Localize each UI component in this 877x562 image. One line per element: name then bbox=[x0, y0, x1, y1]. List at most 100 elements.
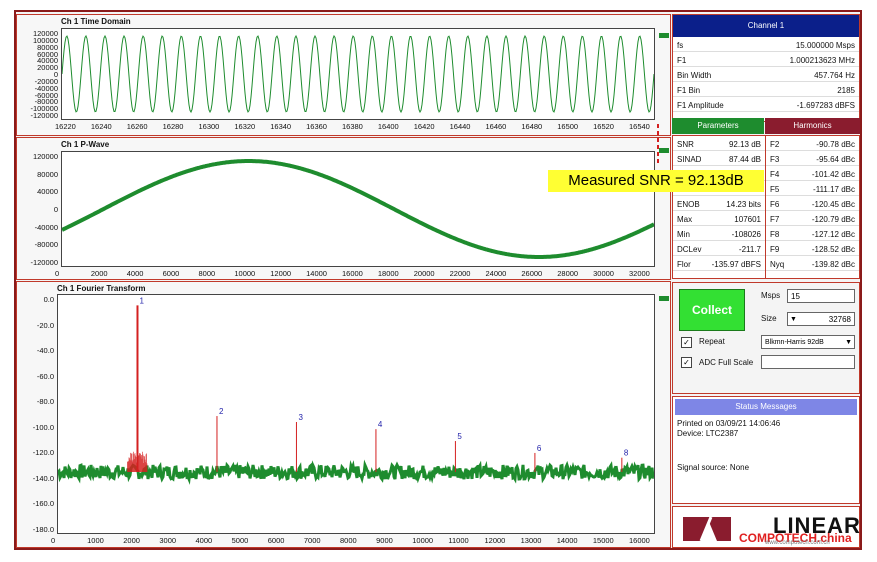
adc-full-scale-checkbox[interactable]: ✓ bbox=[681, 357, 692, 368]
callout-arrow bbox=[657, 124, 659, 164]
fourier-plot[interactable]: 1 2 3 4 5 6 8 bbox=[57, 294, 655, 534]
controls-box: Collect Msps 15 Size ▼ 32768 ✓ Repeat Bl… bbox=[672, 282, 860, 394]
x-tick-label: 16260 bbox=[126, 122, 148, 131]
info-row: Nyq -139.82 dBc bbox=[766, 258, 859, 271]
time-domain-plot[interactable] bbox=[61, 28, 655, 120]
row-key: F4 bbox=[770, 170, 780, 179]
x-tick-label: 6000 bbox=[162, 269, 180, 278]
row-value: 87.44 dB bbox=[728, 155, 761, 164]
watermark: COMPOTECH.china bbox=[739, 531, 852, 545]
info-row: F1 Bin 2185 bbox=[673, 84, 859, 97]
adc-full-scale-label: ADC Full Scale bbox=[699, 358, 754, 367]
y-tick-label: -100.0 bbox=[32, 422, 54, 432]
info-row: SNR 92.13 dB bbox=[673, 138, 765, 151]
x-tick-label: 4000 bbox=[126, 269, 144, 278]
y-tick-label: 0.0 bbox=[43, 295, 54, 304]
harmonic-label: 2 bbox=[219, 407, 224, 416]
snr-callout: Measured SNR = 92.13dB bbox=[548, 170, 764, 192]
x-tick-label: 28000 bbox=[557, 269, 579, 278]
x-tick-label: 30000 bbox=[593, 269, 614, 278]
y-tick-label: 80000 bbox=[37, 169, 58, 179]
info-row: F7 -120.79 dBc bbox=[766, 213, 859, 226]
row-value: 457.764 Hz bbox=[814, 71, 855, 80]
info-row: F1 1.000213623 MHz bbox=[673, 54, 859, 67]
info-row: F8 -127.12 dBc bbox=[766, 228, 859, 241]
row-value: -95.64 dBc bbox=[816, 155, 855, 164]
p-wave-panel: Ch 1 P-Wave 120000 80000 40000 0 -40000 -8000… bbox=[16, 137, 671, 280]
x-tick-label: 10000 bbox=[412, 536, 434, 545]
status-signal-source: Signal source: None bbox=[677, 463, 750, 472]
window-select[interactable]: Blkmn-Harris 92dB ▼ bbox=[761, 335, 855, 349]
row-key: F9 bbox=[770, 245, 780, 254]
info-row: fs 15.000000 Msps bbox=[673, 39, 859, 52]
panel-title: Ch 1 P-Wave bbox=[61, 140, 110, 149]
logo-text: LINEAR bbox=[773, 513, 861, 538]
status-device: Device: LTC2387 bbox=[677, 429, 739, 438]
logo-box: LINEAR COMPOTECH.china www.compotech.com… bbox=[672, 506, 860, 548]
x-tick-label: 5000 bbox=[231, 536, 249, 545]
tab-parameters[interactable]: Parameters bbox=[672, 118, 764, 134]
x-tick-label: 16300 bbox=[198, 122, 220, 131]
x-tick-label: 16480 bbox=[521, 122, 543, 131]
x-tick-label: 20000 bbox=[413, 269, 435, 278]
y-tick-label: -40000 bbox=[34, 83, 58, 93]
row-value: -90.78 dBc bbox=[816, 140, 855, 149]
x-tick-label: 16520 bbox=[593, 122, 614, 131]
row-value: 107601 bbox=[734, 215, 761, 224]
y-tick-label: -160.0 bbox=[32, 499, 54, 509]
row-value: -101.42 dBc bbox=[811, 170, 855, 179]
row-value: 1.000213623 MHz bbox=[789, 56, 855, 65]
x-tick-label: 16460 bbox=[485, 122, 507, 131]
x-tick-label: 15000 bbox=[592, 536, 614, 545]
row-key: Bin Width bbox=[677, 71, 712, 80]
x-tick-label: 16360 bbox=[306, 122, 327, 131]
info-row: F1 Amplitude -1.697283 dBFS bbox=[673, 99, 859, 112]
info-row: SINAD 87.44 dB bbox=[673, 153, 765, 166]
y-tick-label: -80.0 bbox=[36, 397, 54, 407]
x-tick-label: 26000 bbox=[521, 269, 543, 278]
time-domain-trace bbox=[62, 34, 654, 114]
y-tick-label: -80000 bbox=[34, 97, 58, 107]
x-tick-label: 16320 bbox=[234, 122, 256, 131]
p-wave-plot[interactable] bbox=[61, 151, 655, 267]
row-key: fs bbox=[677, 41, 684, 50]
repeat-label: Repeat bbox=[699, 337, 725, 346]
row-key: Min bbox=[677, 230, 690, 239]
x-tick-label: 24000 bbox=[485, 269, 507, 278]
x-tick-label: 14000 bbox=[556, 536, 578, 545]
y-tick-label: -60000 bbox=[34, 90, 58, 100]
size-select[interactable]: ▼ 32768 bbox=[787, 312, 855, 326]
x-tick-label: 16240 bbox=[90, 122, 112, 131]
info-row: F5 -111.17 dBc bbox=[766, 183, 859, 196]
collect-button[interactable]: Collect bbox=[679, 289, 745, 331]
row-key: Flor bbox=[677, 260, 691, 269]
row-value: 15.000000 Msps bbox=[795, 41, 855, 50]
watermark-url: www.compotech.com.cn bbox=[765, 540, 830, 546]
row-value: -139.82 dBc bbox=[811, 260, 855, 269]
row-key: F6 bbox=[770, 200, 780, 209]
info-row: Flor -135.97 dBFS bbox=[673, 258, 765, 271]
x-tick-label: 2000 bbox=[123, 536, 140, 545]
chevron-down-icon[interactable]: ▼ bbox=[790, 316, 797, 323]
msps-input[interactable]: 15 bbox=[787, 289, 855, 303]
row-key: ENOB bbox=[677, 200, 700, 209]
y-tick-label: 0 bbox=[53, 205, 58, 214]
row-value: -135.97 dBFS bbox=[711, 260, 761, 269]
tab-harmonics[interactable]: Harmonics bbox=[765, 118, 860, 134]
y-tick-label: 40000 bbox=[37, 56, 58, 66]
y-tick-label: -120.0 bbox=[32, 448, 54, 458]
divider bbox=[765, 136, 766, 278]
repeat-checkbox[interactable]: ✓ bbox=[681, 337, 692, 348]
trace-color-swatch bbox=[659, 33, 669, 38]
x-tick-label: 16280 bbox=[162, 122, 184, 131]
time-domain-panel: Ch 1 Time Domain 120000 100000 80000 60000 4… bbox=[16, 14, 671, 136]
row-key: SNR bbox=[677, 140, 694, 149]
y-tick-label: -80000 bbox=[34, 240, 58, 250]
adc-full-scale-field[interactable] bbox=[761, 355, 855, 369]
y-tick-label: 60000 bbox=[37, 49, 58, 59]
status-header: Status Messages bbox=[675, 399, 857, 415]
row-value: -128.52 dBc bbox=[811, 245, 855, 254]
row-value: 14.23 bits bbox=[726, 200, 761, 209]
info-row: F6 -120.45 dBc bbox=[766, 198, 859, 211]
chevron-down-icon[interactable]: ▼ bbox=[845, 339, 852, 346]
